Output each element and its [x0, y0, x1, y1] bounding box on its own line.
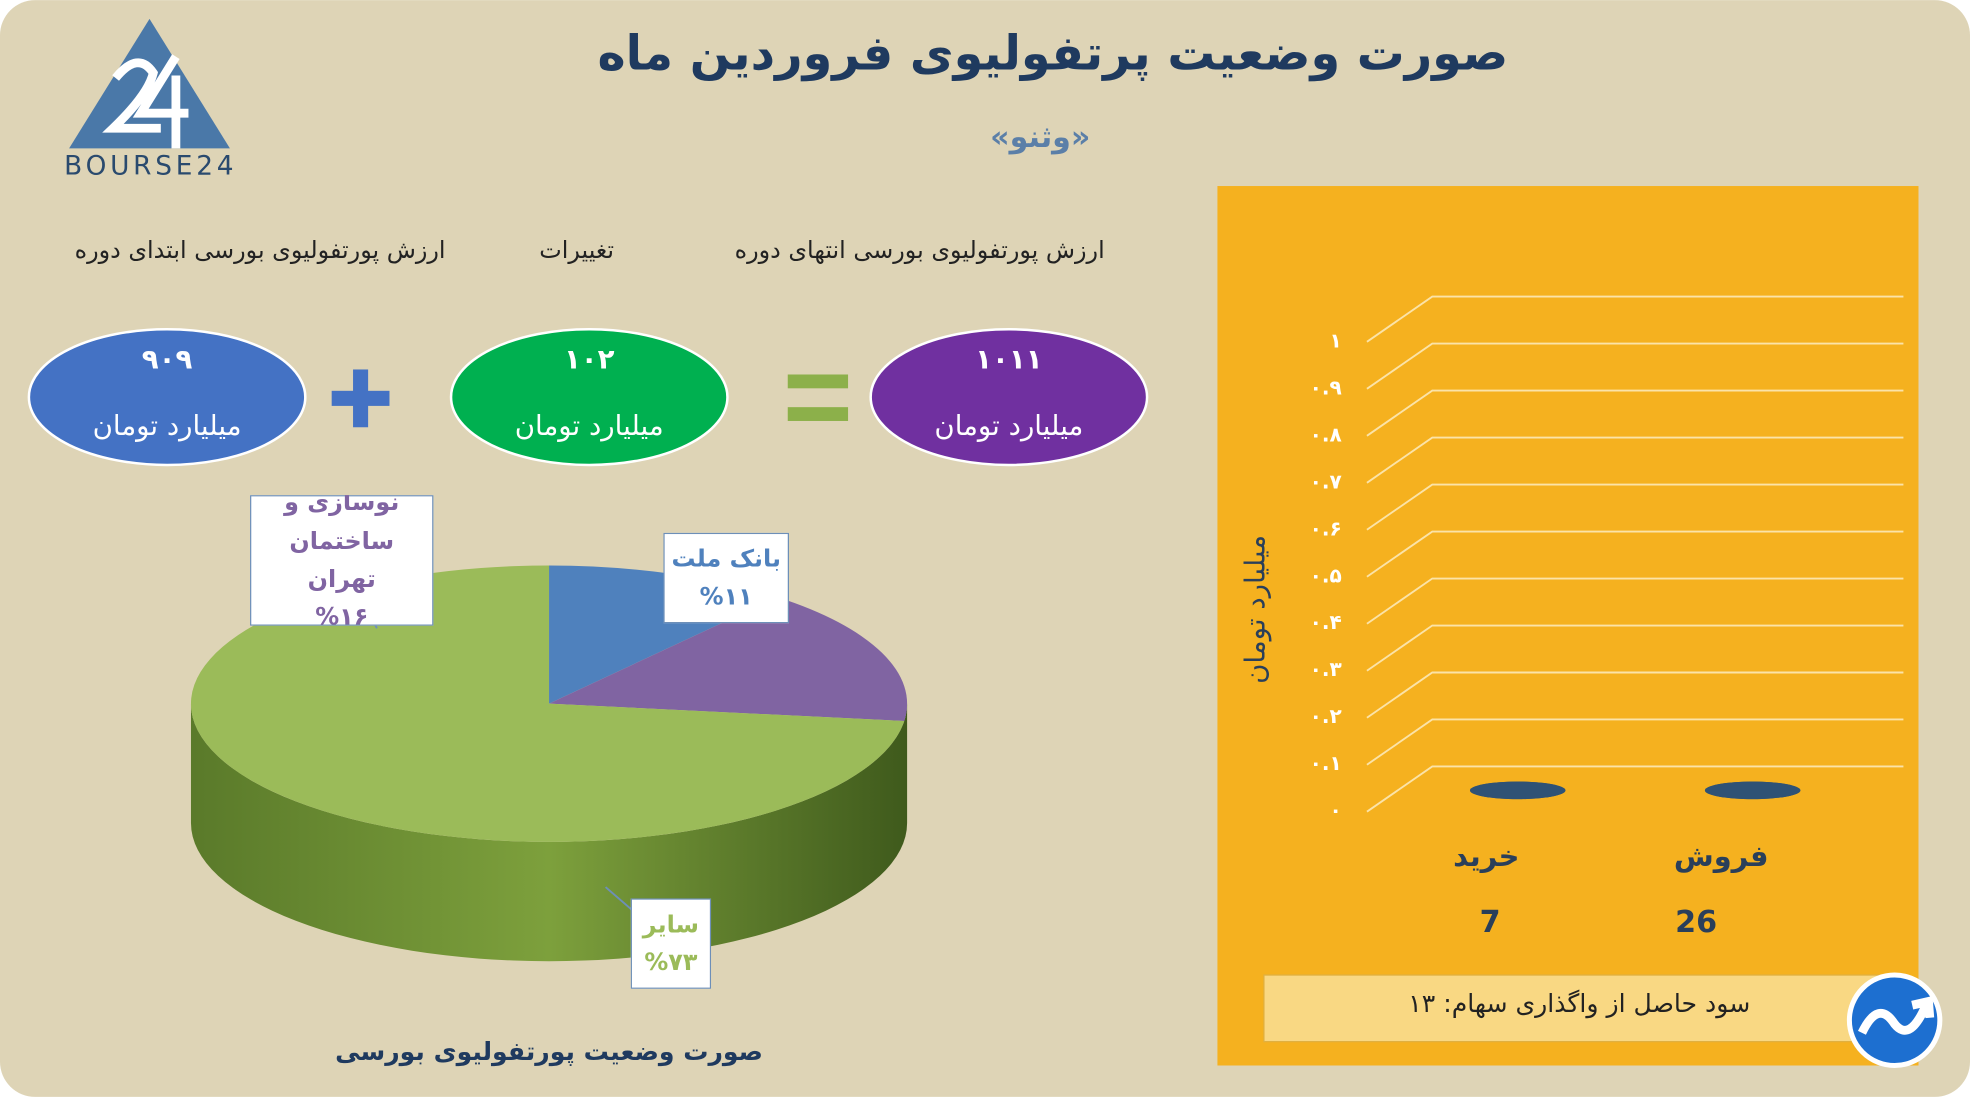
y-tick-label: ۰.۸ — [1310, 422, 1342, 446]
y-tick-label: ۰ — [1330, 798, 1342, 822]
y-tick-label: ۰.۶ — [1310, 516, 1342, 540]
footer-text: سود حاصل از واگذاری سهام: ۱۳ — [1408, 989, 1750, 1019]
grid-line — [1366, 765, 1904, 813]
grid-line — [1366, 718, 1904, 766]
y-tick-label: ۱ — [1330, 328, 1342, 352]
pie-label: سایر — [642, 910, 700, 939]
grid-line — [1366, 483, 1904, 531]
summary-oval — [449, 328, 729, 467]
pie-side — [190, 703, 908, 962]
bar-top — [1469, 781, 1566, 800]
summary-value: ۱۰۲ — [564, 343, 615, 376]
footer-icon — [1846, 972, 1943, 1069]
logo-mark — [102, 54, 189, 149]
y-tick-label: ۰.۱ — [1310, 751, 1342, 775]
callout-box: سایر %۷۳ — [630, 898, 712, 989]
plus-sign — [331, 369, 390, 428]
summary-oval — [27, 328, 307, 467]
summary-label: تغییرات — [539, 236, 614, 264]
grid-line — [1366, 671, 1904, 719]
callout-box: بانک ملت %۱۱ — [663, 532, 790, 624]
grid-line — [1366, 530, 1904, 578]
callout: نوسازی و ساختمان تهران %۱۶ — [250, 495, 434, 626]
icon-arrow — [1857, 995, 1935, 1035]
grid-line — [1366, 295, 1904, 343]
logo-text: BOURSE24 — [64, 152, 237, 182]
title: صورت وضعیت پرتفولیوی فروردین ماه — [597, 27, 1508, 82]
x-tick-label: فروش — [1674, 839, 1769, 873]
y-tick-label: ۰.۳ — [1310, 657, 1342, 681]
grid-line — [1366, 342, 1904, 390]
summary-value: ۱۰۱۱ — [975, 343, 1042, 376]
summary-label: ارزش پورتفولیوی بورسی ابتدای دوره — [75, 236, 446, 264]
callout: بانک ملت %۱۱ — [663, 532, 790, 624]
pie-label: بانک ملت — [671, 544, 781, 573]
bar-annotation: 26 — [1675, 905, 1717, 940]
subtitle: «وثنو» — [990, 120, 1090, 155]
pie-value-label: %۱۶ — [315, 603, 369, 626]
bar-annotation: 7 — [1480, 905, 1501, 940]
equals-sign — [787, 374, 849, 421]
pie-value-label: %۷۳ — [644, 948, 698, 977]
grid-line — [1366, 389, 1904, 437]
pie-value-label: %۱۱ — [699, 583, 753, 611]
footer-box — [1263, 974, 1898, 1043]
pie-title: صورت وضعیت پورتفولیوی بورسی — [335, 1037, 763, 1067]
y-tick-label: ۰.۵ — [1310, 563, 1342, 587]
summary-unit: میلیارد تومان — [93, 409, 242, 442]
y-tick-label: ۰.۴ — [1310, 610, 1342, 634]
summary-oval — [869, 328, 1149, 467]
pie-slice — [190, 565, 905, 842]
grid-line — [1366, 577, 1904, 625]
plus-v — [353, 369, 369, 428]
logo: BOURSE24 — [64, 18, 237, 182]
summary-unit: میلیارد تومان — [515, 409, 664, 442]
grid-line — [1366, 436, 1904, 484]
callout: سایر %۷۳ — [630, 898, 712, 989]
pie-label: نوسازی و ساختمان تهران — [284, 495, 400, 594]
summary-value: ۹۰۹ — [142, 343, 193, 376]
pie-slice — [549, 597, 908, 721]
y-tick-label: ۰.۹ — [1310, 375, 1342, 399]
callout-box: نوسازی و ساختمان تهران %۱۶ — [250, 495, 434, 626]
y-tick-label: ۰.۲ — [1310, 704, 1343, 728]
bar-top — [1704, 781, 1801, 800]
y-axis-label: میلیارد تومان — [1238, 535, 1271, 684]
y-tick-label: ۰.۷ — [1310, 469, 1342, 493]
grid-line — [1366, 624, 1904, 672]
eq-top — [787, 374, 849, 389]
x-tick-label: خرید — [1453, 839, 1519, 873]
eq-bottom — [787, 407, 849, 421]
summary-label: ارزش پورتفولیوی بورسی انتهای دوره — [735, 236, 1105, 264]
summary-unit: میلیارد تومان — [934, 409, 1083, 442]
